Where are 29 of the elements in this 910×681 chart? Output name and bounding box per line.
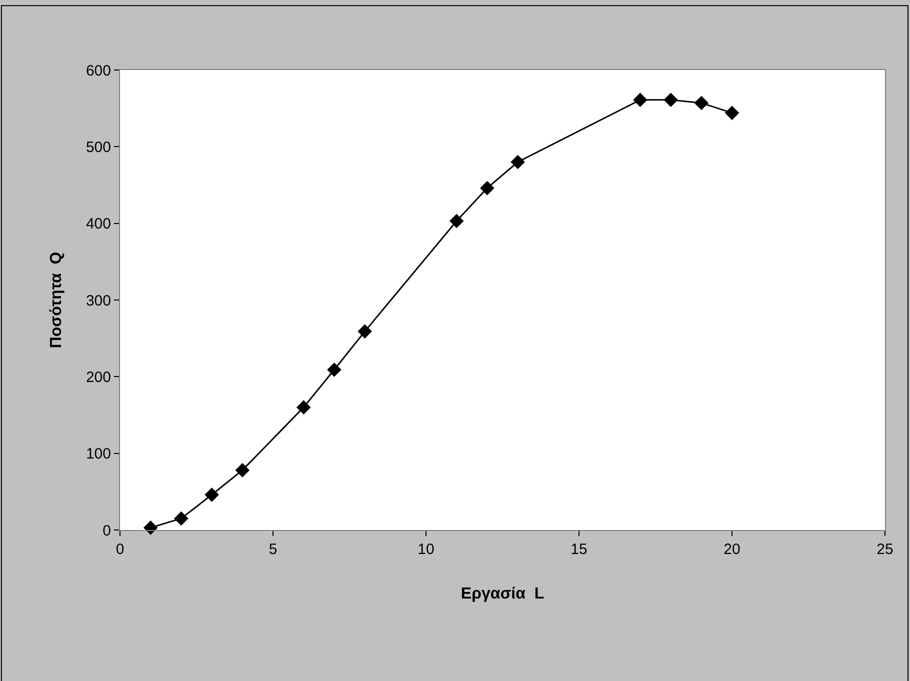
point (235, 463, 250, 478)
point (174, 511, 188, 526)
point (449, 214, 464, 228)
point (143, 520, 158, 535)
point (664, 92, 678, 108)
x-axis-title: Εργασία L (460, 586, 544, 603)
x-tick-label: 25 (876, 541, 894, 558)
point (633, 92, 648, 108)
y-tick-label: 300 (86, 292, 111, 310)
point (480, 180, 494, 196)
y-tick-label: 600 (86, 62, 111, 80)
x-tick-label: 0 (116, 541, 124, 558)
point (724, 106, 740, 120)
x-tick-label: 15 (570, 541, 588, 558)
point (296, 400, 311, 414)
point (358, 324, 372, 339)
y-tick-label: 100 (86, 446, 111, 463)
y-axis-title: Ποσότητα Q (48, 252, 65, 348)
y-tick-label: 0 (102, 522, 111, 540)
y-tick-label: 200 (86, 368, 111, 386)
x-tick-label: 10 (418, 541, 434, 558)
x-tick-label: 20 (724, 541, 740, 558)
y-tick-label: 500 (86, 138, 111, 156)
point (510, 154, 525, 170)
y-tick-label: 400 (86, 216, 111, 233)
x-tick-label: 5 (268, 541, 278, 558)
point (694, 96, 709, 110)
point (327, 362, 342, 377)
point (204, 488, 219, 502)
